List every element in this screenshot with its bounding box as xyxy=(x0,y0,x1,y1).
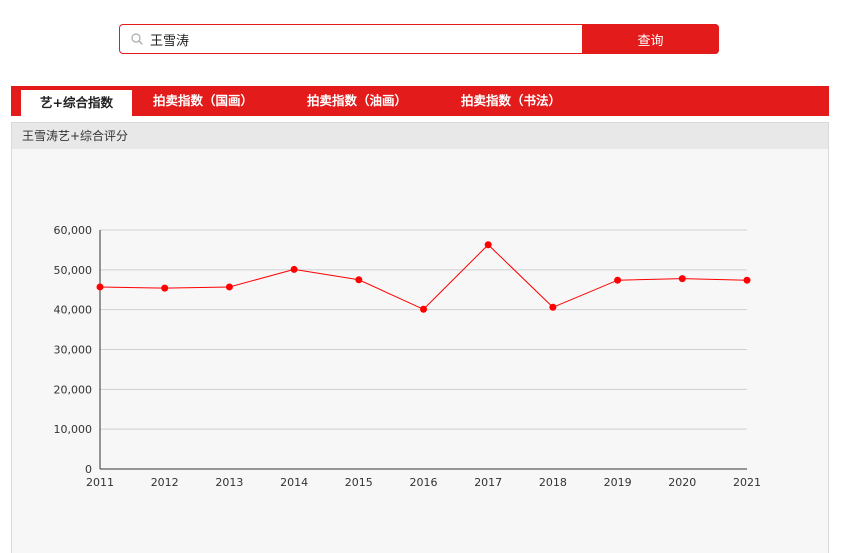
score-line-chart: 0 10,000 20,000 30,000 40,000 50,000 60,000 201… xyxy=(54,224,762,489)
y-tick-label: 40,000 xyxy=(54,304,93,317)
data-point xyxy=(743,276,751,284)
search-button[interactable]: 查询 xyxy=(582,24,719,54)
y-tick-label: 30,000 xyxy=(54,344,93,357)
data-point xyxy=(549,303,557,311)
score-panel: 王雪涛艺+综合评分 0 10,000 20,000 30,000 40,000 50,00… xyxy=(11,122,829,553)
x-tick-label: 2015 xyxy=(345,476,373,489)
data-point xyxy=(290,265,298,273)
x-tick-label: 2011 xyxy=(86,476,114,489)
data-point xyxy=(355,276,363,284)
y-tick-label: 50,000 xyxy=(54,264,93,277)
data-point xyxy=(484,241,492,249)
data-point xyxy=(678,275,686,283)
y-tick-label: 10,000 xyxy=(54,423,93,436)
x-tick-label: 2018 xyxy=(539,476,567,489)
x-tick-label: 2016 xyxy=(410,476,438,489)
tab-auction-oil-painting[interactable]: 拍卖指数（油画） xyxy=(307,93,408,108)
y-tick-label: 60,000 xyxy=(54,224,93,237)
panel-title: 王雪涛艺+综合评分 xyxy=(12,123,828,149)
x-tick-label: 2019 xyxy=(604,476,632,489)
y-tick-label: 0 xyxy=(85,463,92,476)
tab-bar: 艺+综合指数 拍卖指数（国画） 拍卖指数（油画） 拍卖指数（书法） xyxy=(11,86,829,116)
x-tick-label: 2014 xyxy=(280,476,308,489)
search-icon xyxy=(131,33,143,45)
data-point xyxy=(614,276,622,284)
search-box: 查询 xyxy=(119,24,719,54)
data-point xyxy=(225,283,233,291)
x-tick-label: 2012 xyxy=(151,476,179,489)
series-line xyxy=(99,244,748,310)
data-point xyxy=(420,305,427,313)
data-point xyxy=(96,283,104,291)
x-tick-label: 2013 xyxy=(215,476,243,489)
x-tick-label: 2017 xyxy=(474,476,502,489)
search-input[interactable] xyxy=(150,28,570,50)
x-tick-label: 2020 xyxy=(668,476,696,489)
data-point xyxy=(161,284,169,292)
tab-auction-calligraphy[interactable]: 拍卖指数（书法） xyxy=(461,93,562,108)
x-tick-label: 2021 xyxy=(733,476,761,489)
tab-auction-chinese-painting[interactable]: 拍卖指数（国画） xyxy=(153,93,254,108)
tab-composite-index[interactable]: 艺+综合指数 xyxy=(21,90,132,116)
y-tick-label: 20,000 xyxy=(54,383,93,396)
